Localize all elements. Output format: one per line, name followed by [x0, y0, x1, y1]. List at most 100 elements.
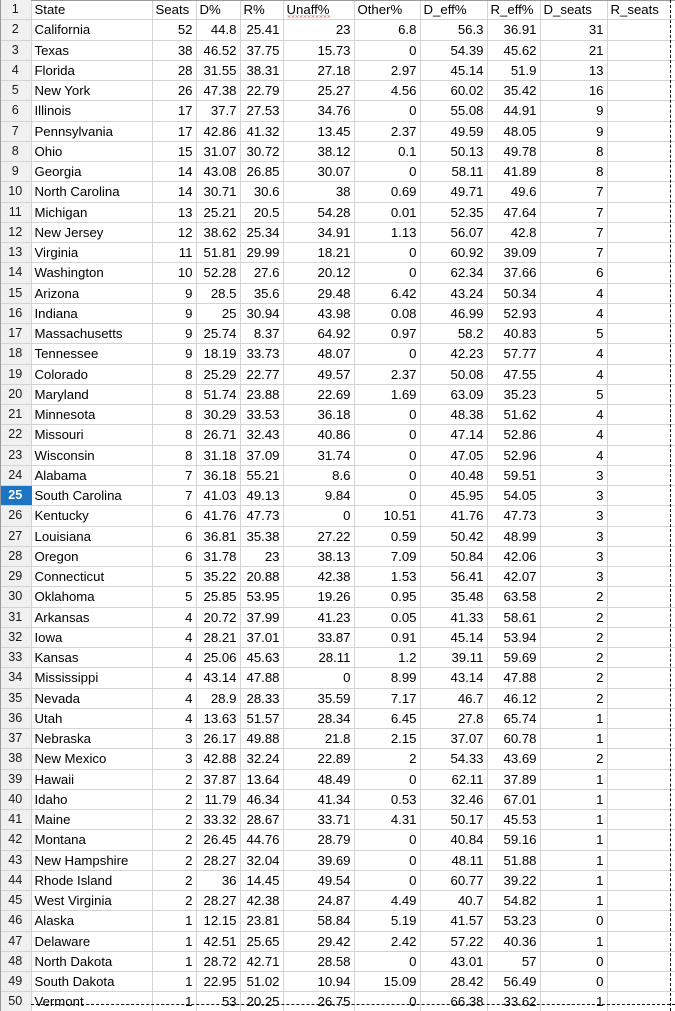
cell-state-36[interactable]: Utah	[31, 708, 153, 730]
cell-other-39[interactable]: 0	[354, 769, 421, 790]
cell-unaff-49[interactable]: 10.94	[283, 971, 355, 993]
cell-other-33[interactable]: 1.2	[354, 647, 421, 669]
cell-dpct-28[interactable]: 31.78	[196, 546, 241, 568]
cell-rseats-27[interactable]: 3	[607, 526, 675, 547]
cell-seats-10[interactable]: 14	[152, 181, 197, 203]
cell-unaff-23[interactable]: 31.74	[283, 445, 355, 466]
cell-rpct-48[interactable]: 42.71	[240, 951, 284, 973]
cell-rpct-34[interactable]: 47.88	[240, 667, 284, 689]
cell-dseats-39[interactable]: 1	[540, 769, 608, 790]
cell-reff-49[interactable]: 56.49	[487, 971, 541, 993]
cell-dseats-43[interactable]: 1	[540, 850, 608, 871]
cell-rseats-24[interactable]: 4	[607, 465, 675, 487]
cell-rseats-43[interactable]: 1	[607, 850, 675, 871]
cell-seats-47[interactable]: 1	[152, 931, 197, 952]
cell-dpct-4[interactable]: 31.55	[196, 60, 241, 82]
cell-unaff-25[interactable]: 9.84	[283, 485, 355, 507]
column-header-other[interactable]: Other%	[354, 0, 421, 21]
cell-unaff-45[interactable]: 24.87	[283, 890, 355, 912]
cell-unaff-38[interactable]: 22.89	[283, 748, 355, 770]
cell-deff-8[interactable]: 50.13	[420, 141, 488, 163]
row-header-40[interactable]: 40	[0, 789, 32, 811]
cell-seats-29[interactable]: 5	[152, 566, 197, 588]
cell-dseats-20[interactable]: 5	[540, 384, 608, 406]
cell-other-31[interactable]: 0.05	[354, 607, 421, 628]
table-row[interactable]: 7 Pennsylvania 17 42.86 41.32 13.45 2.37 49.59 4…	[0, 121, 675, 142]
cell-dpct-7[interactable]: 42.86	[196, 121, 241, 142]
cell-state-21[interactable]: Minnesota	[31, 404, 153, 426]
cell-other-43[interactable]: 0	[354, 850, 421, 871]
cell-state-8[interactable]: Ohio	[31, 141, 153, 163]
cell-rseats-30[interactable]: 3	[607, 586, 675, 608]
cell-deff-39[interactable]: 62.11	[420, 769, 488, 790]
cell-seats-43[interactable]: 2	[152, 850, 197, 871]
cell-dseats-27[interactable]: 3	[540, 526, 608, 547]
row-header-50[interactable]: 50	[0, 991, 32, 1011]
cell-seats-8[interactable]: 15	[152, 141, 197, 163]
cell-dpct-29[interactable]: 35.22	[196, 566, 241, 588]
cell-rseats-21[interactable]: 4	[607, 404, 675, 426]
cell-reff-5[interactable]: 35.42	[487, 80, 541, 102]
row-header-22[interactable]: 22	[0, 424, 32, 446]
cell-dpct-38[interactable]: 42.88	[196, 748, 241, 770]
row-header-46[interactable]: 46	[0, 910, 32, 932]
cell-unaff-10[interactable]: 38	[283, 181, 355, 203]
cell-reff-24[interactable]: 59.51	[487, 465, 541, 487]
cell-reff-19[interactable]: 47.55	[487, 364, 541, 385]
cell-dseats-46[interactable]: 0	[540, 910, 608, 932]
cell-rpct-45[interactable]: 42.38	[240, 890, 284, 912]
row-header-49[interactable]: 49	[0, 971, 32, 993]
row-header-41[interactable]: 41	[0, 809, 32, 831]
cell-dpct-36[interactable]: 13.63	[196, 708, 241, 730]
table-row[interactable]: 31 Arkansas 4 20.72 37.99 41.23 0.05 41.33 58.61…	[0, 607, 675, 628]
cell-unaff-26[interactable]: 0	[283, 505, 355, 527]
cell-state-3[interactable]: Texas	[31, 40, 153, 61]
row-header-44[interactable]: 44	[0, 870, 32, 892]
cell-unaff-35[interactable]: 35.59	[283, 688, 355, 709]
cell-dpct-48[interactable]: 28.72	[196, 951, 241, 973]
cell-deff-13[interactable]: 60.92	[420, 242, 488, 264]
cell-seats-37[interactable]: 3	[152, 728, 197, 750]
row-header-15[interactable]: 15	[0, 283, 32, 304]
cell-rseats-33[interactable]: 2	[607, 647, 675, 669]
cell-rpct-43[interactable]: 32.04	[240, 850, 284, 871]
cell-dpct-17[interactable]: 25.74	[196, 323, 241, 345]
cell-rseats-26[interactable]: 3	[607, 505, 675, 527]
cell-state-6[interactable]: Illinois	[31, 100, 153, 122]
cell-deff-25[interactable]: 45.95	[420, 485, 488, 507]
cell-reff-25[interactable]: 54.05	[487, 485, 541, 507]
row-header-47[interactable]: 47	[0, 931, 32, 952]
cell-dseats-25[interactable]: 3	[540, 485, 608, 507]
cell-rpct-29[interactable]: 20.88	[240, 566, 284, 588]
cell-deff-16[interactable]: 46.99	[420, 303, 488, 325]
cell-seats-27[interactable]: 6	[152, 526, 197, 547]
cell-state-27[interactable]: Louisiana	[31, 526, 153, 547]
cell-other-22[interactable]: 0	[354, 424, 421, 446]
row-header-42[interactable]: 42	[0, 829, 32, 851]
cell-reff-47[interactable]: 40.36	[487, 931, 541, 952]
cell-deff-15[interactable]: 43.24	[420, 283, 488, 304]
cell-other-25[interactable]: 0	[354, 485, 421, 507]
row-header-11[interactable]: 11	[0, 202, 32, 223]
cell-deff-9[interactable]: 58.11	[420, 161, 488, 183]
cell-other-30[interactable]: 0.95	[354, 586, 421, 608]
cell-unaff-36[interactable]: 28.34	[283, 708, 355, 730]
cell-deff-2[interactable]: 56.3	[420, 19, 488, 41]
row-header-26[interactable]: 26	[0, 505, 32, 527]
row-header-28[interactable]: 28	[0, 546, 32, 568]
cell-rseats-46[interactable]: 1	[607, 910, 675, 932]
cell-rseats-18[interactable]: 5	[607, 343, 675, 365]
column-header-unaff[interactable]: Unaff%	[283, 0, 355, 21]
cell-other-15[interactable]: 6.42	[354, 283, 421, 304]
cell-dpct-16[interactable]: 25	[196, 303, 241, 325]
cell-reff-4[interactable]: 51.9	[487, 60, 541, 82]
row-header-3[interactable]: 3	[0, 40, 32, 61]
cell-other-42[interactable]: 0	[354, 829, 421, 851]
table-row[interactable]: 19 Colorado 8 25.29 22.77 49.57 2.37 50.08 47.55…	[0, 364, 675, 385]
cell-state-28[interactable]: Oregon	[31, 546, 153, 568]
cell-dseats-23[interactable]: 4	[540, 445, 608, 466]
